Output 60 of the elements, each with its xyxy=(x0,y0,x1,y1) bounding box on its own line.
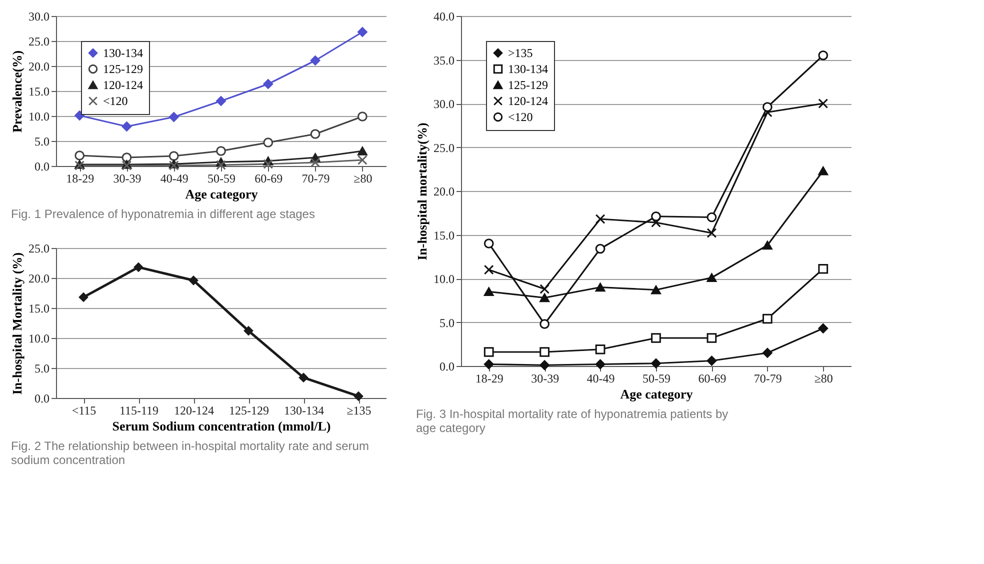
y-tick-label: 15.0 xyxy=(28,302,50,316)
y-tick-label: 5.0 xyxy=(34,362,50,376)
legend-label: 120-124 xyxy=(508,94,548,108)
y-tick-label: 20.0 xyxy=(434,184,454,198)
x-tick-label: 30-39 xyxy=(531,372,560,386)
caption: Fig. 2 The relationship between in-hospital mortality rate and serum sodium concentration xyxy=(11,439,369,467)
caption: Fig. 3 In-hospital mortality rate of hyponatremia patients by age category xyxy=(416,407,728,435)
x-axis-title: Serum Sodium concentration (mmol/L) xyxy=(112,418,331,434)
x-tick-label: 60-69 xyxy=(698,372,726,386)
x-tick-label: 120-124 xyxy=(174,404,214,418)
y-axis-title: In-hospital Mortality (%) xyxy=(10,252,24,395)
legend-label: <120 xyxy=(508,110,533,124)
y-tick-label: 20.0 xyxy=(28,60,50,74)
x-tick-label: ≥135 xyxy=(346,404,372,418)
x-axis-title: Age category xyxy=(185,186,258,202)
y-tick-label: 40.0 xyxy=(434,10,454,24)
y-tick-label: 10.0 xyxy=(28,332,50,346)
x-tick-label: 50-59 xyxy=(208,172,236,186)
legend-label: 130-134 xyxy=(508,62,548,76)
y-tick-label: 30.0 xyxy=(434,97,454,111)
x-tick-label: 18-29 xyxy=(475,372,504,386)
x-tick-label: 40-49 xyxy=(160,172,188,186)
legend-label: 125-129 xyxy=(103,62,143,76)
y-tick-label: 10.0 xyxy=(434,272,454,286)
legend-label: 130-134 xyxy=(103,46,143,60)
caption: Fig. 1 Prevalence of hyponatremia in different age stages xyxy=(11,207,315,221)
legend-label: <120 xyxy=(103,94,128,108)
x-tick-label: 70-79 xyxy=(302,172,330,186)
x-tick-label: ≥80 xyxy=(814,372,833,386)
y-tick-label: 15.0 xyxy=(434,228,454,242)
y-tick-label: 35.0 xyxy=(434,53,454,68)
y-tick-label: 25.0 xyxy=(28,34,50,48)
x-tick-label: 18-29 xyxy=(66,172,94,186)
x-axis-title: Age category xyxy=(620,386,694,402)
legend-label: >135 xyxy=(508,46,533,60)
x-tick-label: 130-134 xyxy=(284,404,324,418)
legend-label: 125-129 xyxy=(508,78,548,92)
x-tick-label: 125-129 xyxy=(229,404,269,418)
y-axis-title: In-hospital mortality(%) xyxy=(414,122,430,260)
y-tick-label: 30.0 xyxy=(28,10,50,24)
legend-label: 120-124 xyxy=(103,78,143,92)
y-tick-label: 5.0 xyxy=(440,316,454,330)
y-tick-label: 0.0 xyxy=(34,392,50,406)
x-tick-label: <115 xyxy=(72,404,96,418)
x-tick-label: 115-119 xyxy=(119,404,159,418)
y-tick-label: 0.0 xyxy=(440,360,454,374)
y-tick-label: 15.0 xyxy=(28,84,50,98)
x-tick-label: 30-39 xyxy=(113,172,142,186)
x-tick-label: 40-49 xyxy=(586,372,615,386)
x-tick-label: 50-59 xyxy=(642,372,670,386)
y-tick-label: 0.0 xyxy=(34,160,50,174)
y-tick-label: 20.0 xyxy=(28,272,50,286)
x-tick-label: ≥80 xyxy=(354,172,372,186)
y-tick-label: 10.0 xyxy=(28,110,50,124)
y-tick-label: 5.0 xyxy=(34,134,50,148)
x-tick-label: 70-79 xyxy=(754,372,782,386)
y-tick-label: 25.0 xyxy=(28,242,50,256)
y-tick-label: 25.0 xyxy=(434,140,454,155)
y-axis-title: Prevalence(%) xyxy=(10,50,24,133)
x-tick-label: 60-69 xyxy=(254,172,283,186)
